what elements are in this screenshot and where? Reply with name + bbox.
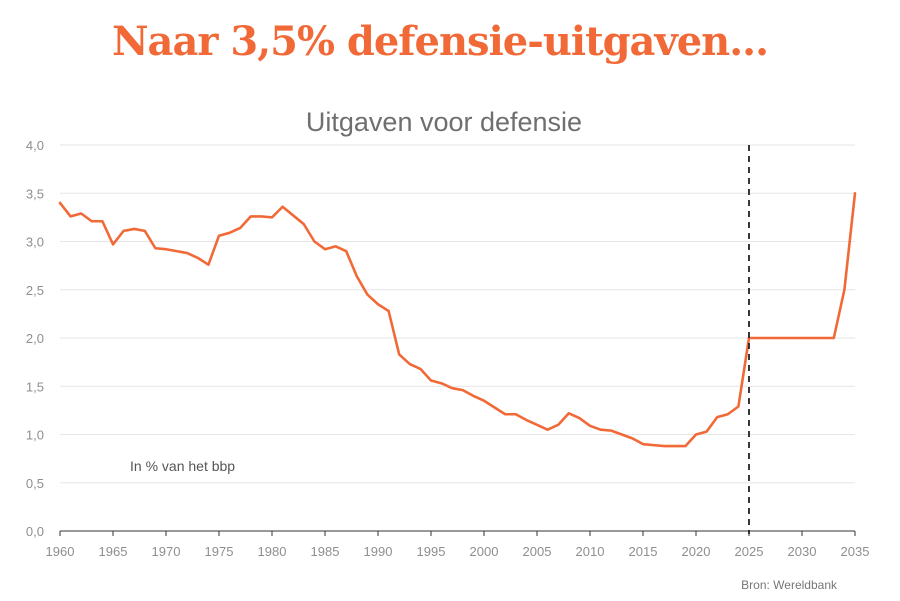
x-tick-label: 2030: [788, 544, 817, 559]
x-tick-label: 2035: [841, 544, 870, 559]
x-tick-label: 2025: [735, 544, 764, 559]
y-tick-label: 2,0: [26, 331, 44, 346]
x-tick-label: 2010: [576, 544, 605, 559]
y-tick-label: 3,5: [26, 186, 44, 201]
x-tick-label: 1980: [258, 544, 287, 559]
series-layer: [58, 191, 857, 448]
x-tick-label: 2005: [523, 544, 552, 559]
gridlines: [60, 144, 855, 484]
y-tick-label: 1,5: [26, 379, 44, 394]
x-tick-label: 1960: [46, 544, 75, 559]
x-tick-label: 2015: [629, 544, 658, 559]
x-tick-label: 1965: [99, 544, 128, 559]
y-tick-label: 2,5: [26, 283, 44, 298]
y-tick-label: 3,0: [26, 235, 44, 250]
x-axis: 1960 1965 1970 1975 1980 1985 1990 1995 2000 2005…: [46, 530, 870, 559]
defense-spending-line: [58, 191, 857, 448]
y-axis: 0,0 0,5 1,0 1,5 2,0 2,5 3,0 3,5 4,0: [26, 138, 44, 539]
x-tick-label: 2000: [470, 544, 499, 559]
y-tick-label: 0,0: [26, 524, 44, 539]
chart-title: Uitgaven voor defensie: [306, 107, 582, 137]
x-tick-label: 1995: [417, 544, 446, 559]
y-tick-label: 4,0: [26, 138, 44, 153]
x-tick-label: 2020: [682, 544, 711, 559]
y-tick-label: 0,5: [26, 476, 44, 491]
y-tick-label: 1,0: [26, 428, 44, 443]
headline: Naar 3,5% defensie-uitgaven...: [111, 18, 769, 65]
x-tick-label: 1975: [205, 544, 234, 559]
x-tick-label: 1970: [152, 544, 181, 559]
x-tick-label: 1985: [311, 544, 340, 559]
source-label: Bron: Wereldbank: [741, 578, 838, 592]
x-tick-label: 1990: [364, 544, 393, 559]
unit-label: In % van het bbp: [130, 458, 235, 474]
